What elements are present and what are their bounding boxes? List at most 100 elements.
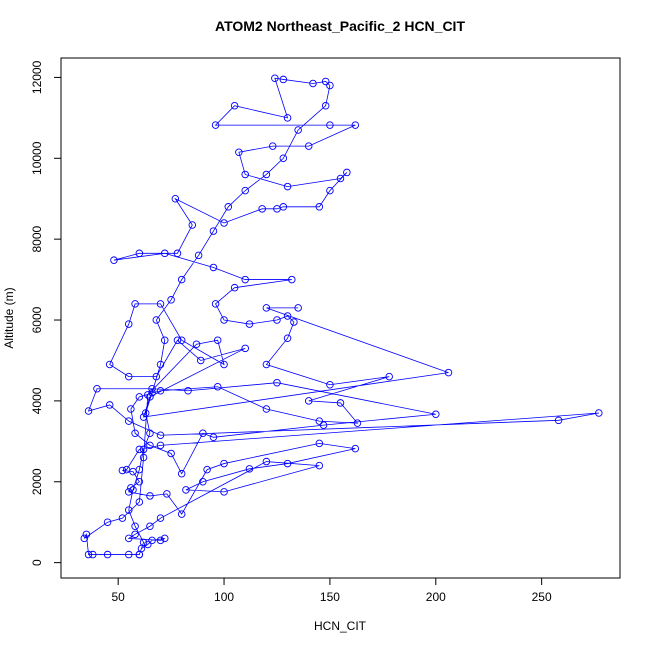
data-point xyxy=(177,510,186,518)
data-point xyxy=(125,506,133,514)
data-point xyxy=(444,368,453,377)
data-point xyxy=(131,429,139,437)
data-point xyxy=(192,340,201,349)
data-point xyxy=(135,478,144,486)
data-point xyxy=(279,154,288,163)
data-point xyxy=(141,409,150,417)
data-point xyxy=(144,540,152,549)
data-point xyxy=(230,283,239,292)
data-point xyxy=(146,522,154,530)
data-point xyxy=(294,304,302,312)
data-point xyxy=(224,203,233,211)
data-point xyxy=(118,466,127,475)
data-point xyxy=(258,205,266,213)
data-line xyxy=(83,77,599,555)
data-point xyxy=(271,74,279,82)
data-point xyxy=(152,372,161,381)
data-point xyxy=(211,300,220,308)
data-point xyxy=(167,449,175,458)
x-axis-label: HCN_CIT xyxy=(314,619,367,633)
data-point xyxy=(84,550,93,559)
data-point xyxy=(336,399,345,407)
data-point xyxy=(385,372,393,381)
data-point xyxy=(319,421,328,429)
data-point xyxy=(262,457,271,466)
data-point xyxy=(80,534,89,543)
data-point xyxy=(135,550,144,559)
data-point xyxy=(131,530,139,539)
data-point xyxy=(241,344,249,353)
data-point xyxy=(309,79,317,88)
data-point xyxy=(135,393,144,401)
y-tick-label: 6000 xyxy=(30,306,44,333)
data-point xyxy=(209,227,218,235)
data-point xyxy=(163,490,171,498)
data-point xyxy=(230,101,239,110)
data-point xyxy=(152,316,161,324)
data-point xyxy=(203,465,211,474)
y-tick-label: 12000 xyxy=(30,60,44,94)
data-point xyxy=(336,174,345,183)
data-point xyxy=(262,304,271,312)
data-point xyxy=(148,385,156,393)
data-point xyxy=(326,380,334,389)
data-point xyxy=(129,486,137,494)
data-point xyxy=(156,360,165,369)
data-point xyxy=(182,486,190,494)
data-point xyxy=(220,488,228,496)
data-point xyxy=(353,419,362,427)
data-point xyxy=(209,433,218,442)
data-point xyxy=(294,126,302,134)
data-point xyxy=(315,439,324,448)
data-point xyxy=(283,312,292,320)
data-point xyxy=(211,121,220,129)
data-point xyxy=(290,318,298,326)
data-point xyxy=(156,441,165,450)
data-point xyxy=(220,219,228,227)
data-point xyxy=(135,249,144,258)
data-point xyxy=(105,360,114,369)
data-point xyxy=(135,445,144,454)
data-point xyxy=(283,334,292,342)
data-point xyxy=(321,101,330,110)
data-point xyxy=(245,465,254,473)
data-point xyxy=(283,114,292,122)
data-point xyxy=(146,492,154,500)
x-tick-label: 50 xyxy=(111,590,125,604)
data-point xyxy=(125,320,133,328)
data-point xyxy=(554,416,563,425)
data-point xyxy=(241,170,249,179)
y-tick-label: 2000 xyxy=(30,468,44,495)
data-point xyxy=(161,534,169,543)
x-tick-label: 200 xyxy=(426,590,446,604)
x-tick-label: 250 xyxy=(532,590,552,604)
data-point xyxy=(283,182,292,191)
data-point xyxy=(127,405,135,413)
data-point xyxy=(139,445,148,454)
data-point xyxy=(156,431,165,440)
data-point xyxy=(89,550,97,559)
data-point xyxy=(139,413,148,421)
data-point xyxy=(351,121,360,129)
data-point xyxy=(105,401,114,409)
data-point xyxy=(110,256,118,264)
data-point xyxy=(262,405,271,413)
data-point xyxy=(82,530,91,539)
y-tick-label: 4000 xyxy=(30,387,44,414)
data-point xyxy=(148,536,156,545)
data-point xyxy=(146,429,154,437)
data-point xyxy=(262,170,271,179)
data-point xyxy=(125,372,133,381)
data-point xyxy=(156,387,165,395)
data-point xyxy=(177,469,186,478)
y-tick-label: 10000 xyxy=(30,141,44,175)
data-point xyxy=(156,300,165,308)
data-point xyxy=(213,336,222,344)
data-point xyxy=(93,385,101,393)
data-point xyxy=(213,382,222,391)
data-point xyxy=(139,453,148,462)
data-point xyxy=(432,410,440,418)
data-point xyxy=(304,142,313,150)
data-point xyxy=(146,441,154,450)
data-point xyxy=(245,320,254,328)
